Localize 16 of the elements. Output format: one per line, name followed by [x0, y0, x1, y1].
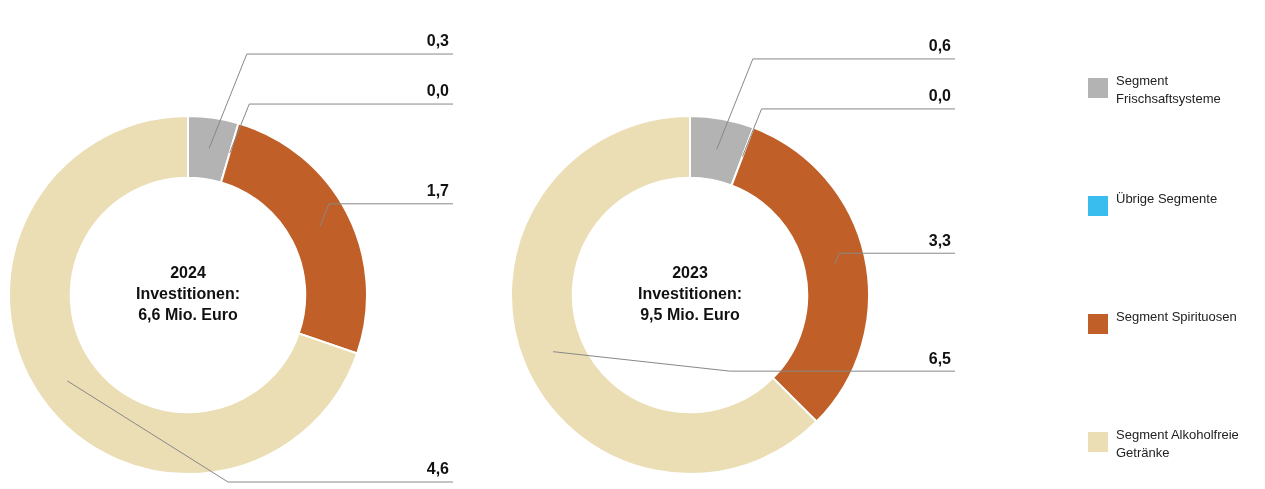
text: Investitionen: 9,5 Mio. Euro — [637, 285, 743, 324]
data-label: 3,3 — [928, 231, 952, 249]
text: Investitionen: 6,6 Mio. Euro — [135, 285, 241, 324]
text: 0,0 — [928, 87, 951, 105]
data-label: 4,6 — [426, 460, 450, 478]
data-label: 6,5 — [928, 349, 952, 367]
legend-label: Segment Spirituosen — [1116, 308, 1238, 326]
data-label: 1,7 — [426, 182, 450, 200]
legend-label: Segment Frischsaftsysteme — [1116, 72, 1222, 108]
legend-label: Übrige Segmente — [1116, 190, 1219, 208]
data-label: 0,3 — [426, 32, 450, 50]
data-label: 0,6 — [928, 37, 952, 55]
text: 2023 — [672, 264, 708, 282]
text: 2024 — [170, 264, 206, 282]
text: 0,0 — [426, 82, 449, 100]
legend-label: Segment Alkoholfreie Getränke — [1116, 426, 1240, 462]
